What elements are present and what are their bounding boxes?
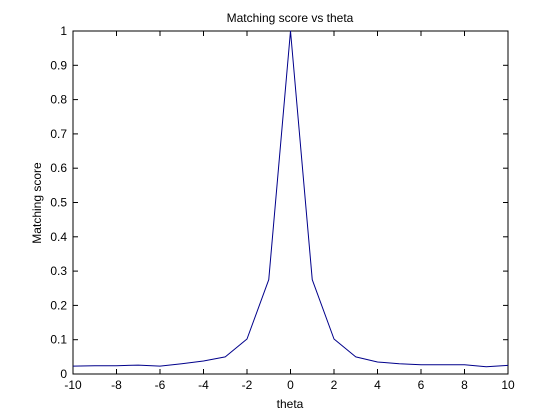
series-line xyxy=(72,30,509,368)
x-tick-label: 8 xyxy=(461,378,468,392)
x-tick-label: -8 xyxy=(111,378,122,392)
chart-title: Matching score vs theta xyxy=(227,11,354,25)
x-tick-label: -4 xyxy=(198,378,209,392)
y-tick-label: 0.6 xyxy=(50,161,67,175)
y-tick-label: 0.7 xyxy=(50,127,67,141)
y-tick-label: 0.9 xyxy=(50,58,67,72)
y-tick-label: 0 xyxy=(60,367,67,381)
x-tick-label: 2 xyxy=(331,378,338,392)
y-axis-title: Matching score xyxy=(30,162,44,244)
x-tick-label: -10 xyxy=(64,378,82,392)
x-tick-label: 10 xyxy=(501,378,515,392)
plot-area xyxy=(72,30,509,375)
y-tick-label: 0.3 xyxy=(50,264,67,278)
ticks-layer: -10 -8 -6 -4 -2 0 2 4 6 8 10 0 0.1 0.2 0.3 0.4 0.5 0.6 0.7… xyxy=(50,24,515,392)
x-tick-label: -2 xyxy=(242,378,253,392)
y-tick-label: 0.8 xyxy=(50,93,67,107)
x-tick-label: -6 xyxy=(155,378,166,392)
y-tick-label: 1 xyxy=(60,24,67,38)
x-tick-label: 6 xyxy=(418,378,425,392)
y-tick-label: 0.1 xyxy=(50,333,67,347)
x-tick-label: 0 xyxy=(287,378,294,392)
series-layer xyxy=(72,30,509,368)
y-tick-label: 0.5 xyxy=(50,196,67,210)
y-tick-label: 0.4 xyxy=(50,230,67,244)
x-axis-title: theta xyxy=(277,397,304,411)
y-tick-label: 0.2 xyxy=(50,298,67,312)
x-tick-label: 4 xyxy=(374,378,381,392)
